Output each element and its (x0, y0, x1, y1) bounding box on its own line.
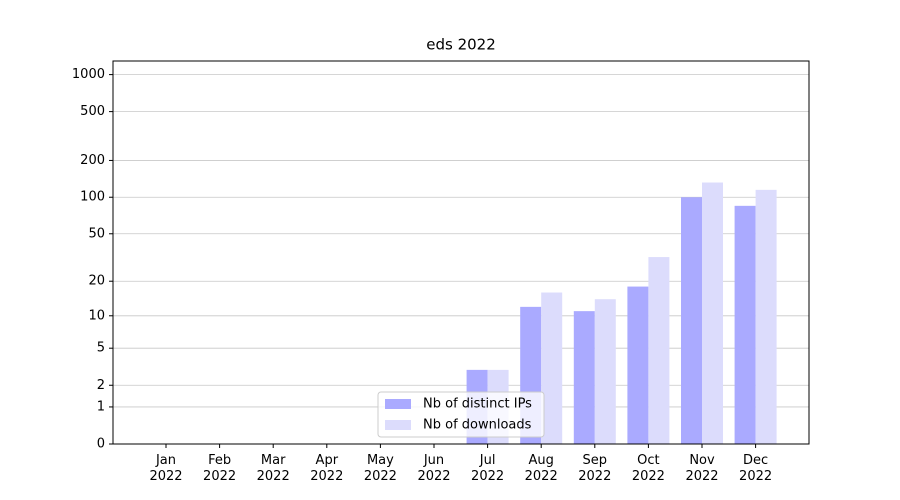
y-tick-label: 500 (80, 104, 105, 119)
y-tick-label: 0 (97, 437, 105, 452)
bar (627, 286, 649, 444)
x-tick-label: Sep 2022 (578, 453, 612, 484)
plot-frame (112, 60, 810, 445)
y-tick-label: 100 (80, 190, 105, 205)
chart-title: eds 2022 (426, 36, 496, 54)
bar (755, 189, 777, 444)
legend-swatch (385, 420, 411, 430)
x-tick-label: Feb 2022 (203, 453, 237, 484)
legend-label: Nb of downloads (423, 418, 532, 433)
y-tick-label: 20 (88, 274, 105, 289)
x-tick-label: Aug 2022 (524, 453, 558, 484)
bar (541, 292, 563, 444)
legend-box (377, 391, 545, 438)
x-tick-label: Jun 2022 (417, 453, 451, 484)
x-tick-label: Mar 2022 (256, 453, 290, 484)
legend-swatch (385, 399, 411, 409)
y-tick-label: 1000 (72, 67, 105, 82)
y-tick-label: 5 (97, 341, 105, 356)
x-tick-label: Dec 2022 (739, 453, 773, 484)
bar (734, 205, 756, 444)
x-tick-label: Nov 2022 (685, 453, 719, 484)
y-tick-label: 50 (88, 226, 105, 241)
x-tick-label: Jul 2022 (471, 453, 505, 484)
x-tick-label: Oct 2022 (631, 453, 665, 484)
bar (648, 257, 670, 444)
bar (681, 197, 702, 444)
bar (573, 311, 595, 444)
legend-label: Nb of distinct IPs (423, 397, 532, 412)
y-tick-label: 200 (80, 153, 105, 168)
bar (702, 182, 723, 445)
y-tick-label: 10 (88, 308, 105, 323)
x-tick-label: Apr 2022 (310, 453, 344, 484)
bar (594, 299, 616, 444)
y-tick-label: 1 (97, 399, 105, 414)
x-tick-label: May 2022 (363, 453, 397, 484)
x-tick-label: Jan 2022 (149, 453, 183, 484)
y-tick-label: 2 (97, 378, 105, 393)
